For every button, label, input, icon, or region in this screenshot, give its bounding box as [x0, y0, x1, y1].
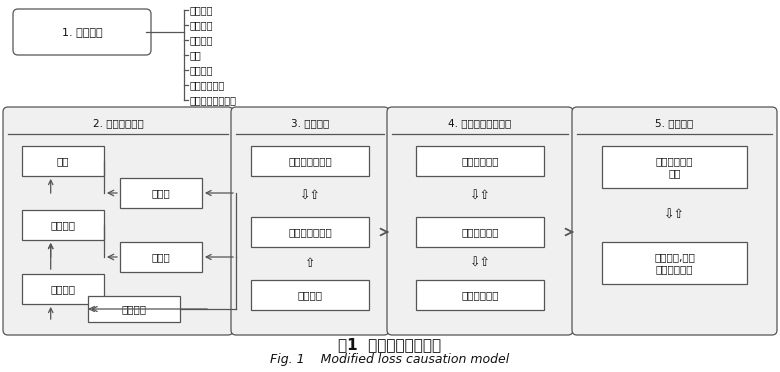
Bar [22, 210, 104, 240]
FancyBboxPatch shape [13, 9, 151, 55]
Bar [120, 242, 202, 272]
Text: 偶然事件: 偶然事件 [51, 284, 76, 294]
Bar [416, 217, 544, 247]
Text: 作业间的相互影响: 作业间的相互影响 [190, 95, 237, 105]
Text: 与工作有关的
原因: 与工作有关的 原因 [656, 156, 693, 178]
Bar [88, 296, 180, 322]
Bar [416, 146, 544, 176]
Bar [22, 146, 104, 176]
Bar [251, 280, 369, 310]
Text: 材料: 材料 [190, 50, 202, 60]
Bar [251, 217, 369, 247]
Text: 接触前: 接触前 [151, 252, 170, 262]
Text: 工作方法: 工作方法 [190, 20, 214, 30]
Text: 个人原因: 个人原因 [297, 290, 322, 300]
FancyBboxPatch shape [387, 107, 573, 335]
Text: 缺少管理手段: 缺少管理手段 [461, 156, 498, 166]
Bar [120, 178, 202, 208]
Bar [602, 146, 747, 188]
Text: 个人原因,组织
策略上的失误: 个人原因,组织 策略上的失误 [654, 252, 695, 274]
Text: 管理措施缺略: 管理措施缺略 [461, 227, 498, 237]
Text: Fig. 1    Modified loss causation model: Fig. 1 Modified loss causation model [271, 353, 509, 366]
Text: 事故预防: 事故预防 [122, 304, 147, 314]
Text: 物的不安全状态: 物的不安全状态 [288, 156, 332, 166]
Text: 4. 安全管理系统缺陷: 4. 安全管理系统缺陷 [448, 118, 512, 128]
Text: ⇩⇧: ⇩⇧ [300, 190, 321, 203]
FancyBboxPatch shape [3, 107, 233, 335]
FancyBboxPatch shape [572, 107, 777, 335]
Text: 1. 环境变量: 1. 环境变量 [62, 27, 102, 37]
Text: 3. 直接原因: 3. 直接原因 [291, 118, 329, 128]
Text: ⇧: ⇧ [305, 257, 315, 270]
Text: 2. 事件发生顺序: 2. 事件发生顺序 [93, 118, 144, 128]
Bar [251, 146, 369, 176]
Text: 执行上的缺略: 执行上的缺略 [461, 290, 498, 300]
Text: ⇩⇧: ⇩⇧ [470, 257, 491, 270]
Text: 设备类型: 设备类型 [190, 65, 214, 75]
Text: ⇩⇧: ⇩⇧ [664, 208, 685, 221]
Text: 5. 根本原因: 5. 根本原因 [655, 118, 693, 128]
Bar [22, 274, 104, 304]
Text: ⇩⇧: ⇩⇧ [470, 190, 491, 203]
Text: 人的不安全行为: 人的不安全行为 [288, 227, 332, 237]
Text: 后果: 后果 [57, 156, 69, 166]
Text: 接触后: 接触后 [151, 188, 170, 198]
FancyBboxPatch shape [231, 107, 389, 335]
Text: 工作性质: 工作性质 [190, 5, 214, 15]
Text: 触发事件: 触发事件 [51, 220, 76, 230]
Bar [602, 242, 747, 284]
Text: 结构类型: 结构类型 [190, 35, 214, 45]
Bar [416, 280, 544, 310]
Text: 图1  损失源起修正模型: 图1 损失源起修正模型 [339, 337, 441, 353]
Text: 相互作业类型: 相互作业类型 [190, 80, 225, 90]
